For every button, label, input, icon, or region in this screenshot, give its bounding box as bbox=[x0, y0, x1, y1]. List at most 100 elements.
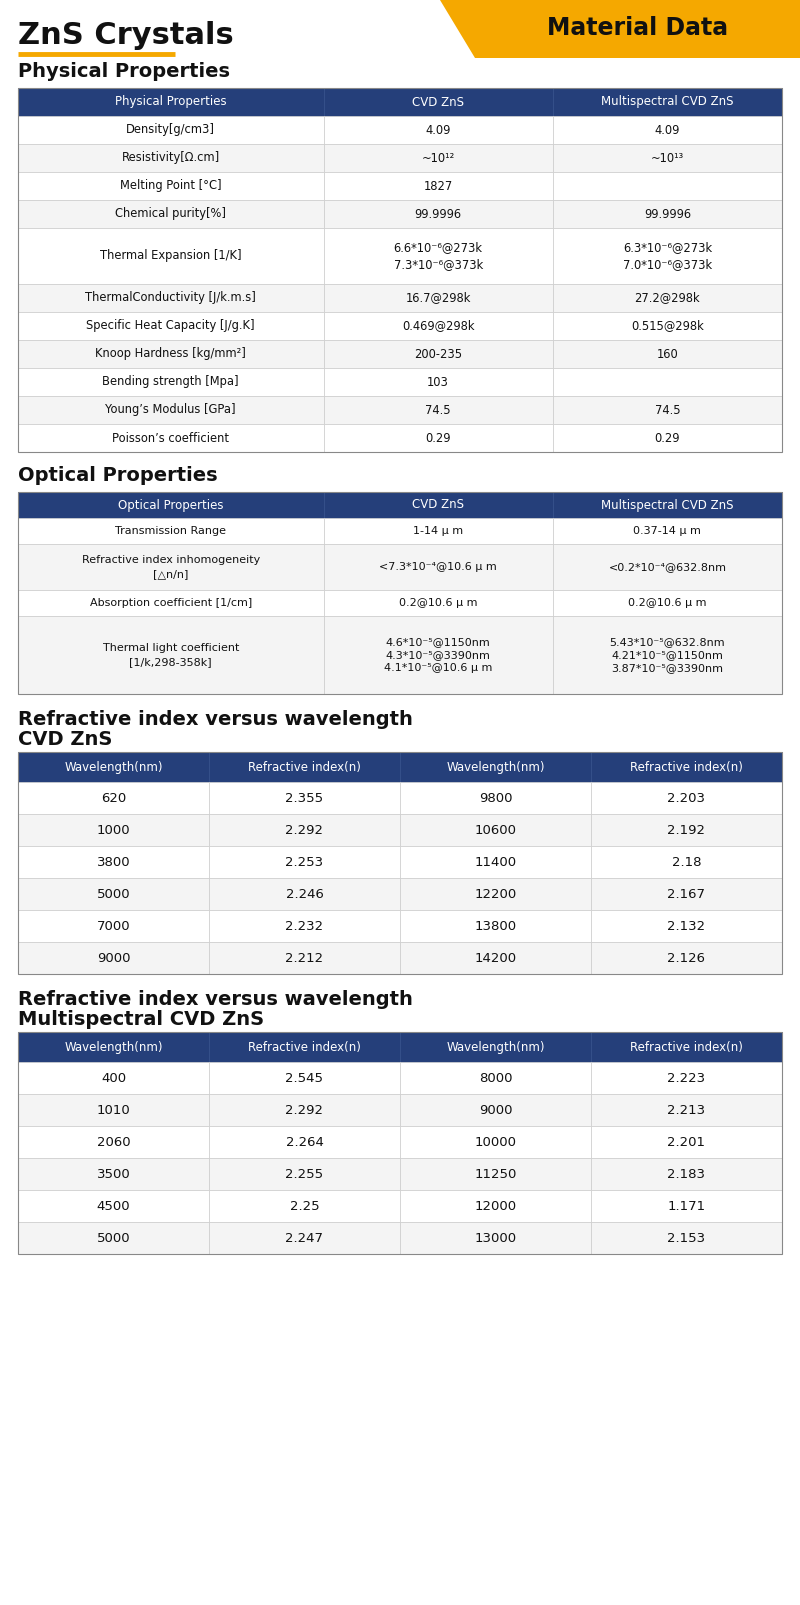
Bar bbox=[18, 753, 782, 974]
Text: Young’s Modulus [GPa]: Young’s Modulus [GPa] bbox=[106, 403, 236, 417]
Bar bbox=[18, 518, 323, 544]
Text: 7000: 7000 bbox=[97, 920, 130, 933]
Bar bbox=[209, 846, 400, 878]
Bar bbox=[323, 518, 553, 544]
Bar bbox=[591, 814, 782, 846]
Bar bbox=[591, 1095, 782, 1127]
Text: Refractive index(n): Refractive index(n) bbox=[248, 761, 361, 774]
Bar bbox=[400, 910, 591, 942]
Text: Wavelength(nm): Wavelength(nm) bbox=[446, 761, 545, 774]
Bar bbox=[18, 942, 209, 974]
Bar bbox=[400, 753, 591, 782]
Text: Refractive index(n): Refractive index(n) bbox=[248, 1040, 361, 1053]
Bar bbox=[553, 201, 782, 228]
Text: 74.5: 74.5 bbox=[654, 403, 680, 417]
Text: 2.223: 2.223 bbox=[667, 1072, 706, 1085]
Bar bbox=[323, 544, 553, 591]
Bar bbox=[400, 814, 591, 846]
Bar bbox=[591, 782, 782, 814]
Text: 2.232: 2.232 bbox=[286, 920, 323, 933]
Bar bbox=[400, 878, 591, 910]
Polygon shape bbox=[440, 0, 800, 58]
Text: 4.09: 4.09 bbox=[654, 124, 680, 136]
Bar bbox=[591, 1157, 782, 1189]
Text: 1827: 1827 bbox=[423, 180, 453, 193]
Text: 400: 400 bbox=[101, 1072, 126, 1085]
Bar bbox=[591, 1127, 782, 1157]
Bar bbox=[209, 910, 400, 942]
Bar bbox=[553, 518, 782, 544]
Text: 2.203: 2.203 bbox=[667, 791, 706, 804]
Text: <0.2*10⁻⁴@632.8nm: <0.2*10⁻⁴@632.8nm bbox=[608, 562, 726, 571]
Bar bbox=[591, 1032, 782, 1063]
Text: Optical Properties: Optical Properties bbox=[18, 465, 218, 485]
Text: 11250: 11250 bbox=[474, 1167, 517, 1181]
Bar bbox=[18, 201, 323, 228]
Text: 2.264: 2.264 bbox=[286, 1135, 323, 1149]
Bar bbox=[553, 616, 782, 693]
Text: 3500: 3500 bbox=[97, 1167, 130, 1181]
Bar bbox=[209, 1157, 400, 1189]
Text: ZnS Crystals: ZnS Crystals bbox=[18, 21, 234, 50]
Text: 0.2@10.6 μ m: 0.2@10.6 μ m bbox=[399, 599, 478, 608]
Text: Refractive index(n): Refractive index(n) bbox=[630, 1040, 743, 1053]
Text: 9800: 9800 bbox=[478, 791, 512, 804]
Text: 9000: 9000 bbox=[478, 1104, 512, 1117]
Text: 2.545: 2.545 bbox=[286, 1072, 323, 1085]
Text: 6.6*10⁻⁶@273k
7.3*10⁻⁶@373k: 6.6*10⁻⁶@273k 7.3*10⁻⁶@373k bbox=[394, 241, 483, 271]
Text: 0.29: 0.29 bbox=[654, 432, 680, 445]
Bar bbox=[591, 753, 782, 782]
Text: Absorption coefficient [1/cm]: Absorption coefficient [1/cm] bbox=[90, 599, 252, 608]
Text: CVD ZnS: CVD ZnS bbox=[412, 499, 464, 512]
Bar bbox=[18, 144, 323, 172]
Text: Knoop Hardness [kg/mm²]: Knoop Hardness [kg/mm²] bbox=[95, 348, 246, 361]
Text: 5.43*10⁻⁵@632.8nm
4.21*10⁻⁵@1150nm
3.87*10⁻⁵@3390nm: 5.43*10⁻⁵@632.8nm 4.21*10⁻⁵@1150nm 3.87*… bbox=[610, 637, 726, 672]
Bar bbox=[553, 368, 782, 396]
Text: 103: 103 bbox=[427, 376, 449, 388]
Text: ~10¹²: ~10¹² bbox=[422, 151, 455, 164]
Text: Physical Properties: Physical Properties bbox=[18, 63, 230, 80]
Text: 2.253: 2.253 bbox=[286, 855, 323, 868]
Bar bbox=[209, 753, 400, 782]
Bar bbox=[323, 616, 553, 693]
Bar bbox=[323, 144, 553, 172]
Bar bbox=[591, 910, 782, 942]
Bar bbox=[553, 144, 782, 172]
Bar bbox=[18, 1032, 782, 1254]
Text: 2.247: 2.247 bbox=[286, 1231, 323, 1244]
Bar bbox=[209, 1127, 400, 1157]
Bar bbox=[553, 284, 782, 311]
Bar bbox=[323, 88, 553, 116]
Text: 8000: 8000 bbox=[478, 1072, 512, 1085]
Text: 11400: 11400 bbox=[474, 855, 517, 868]
Bar bbox=[323, 201, 553, 228]
Text: 0.2@10.6 μ m: 0.2@10.6 μ m bbox=[628, 599, 706, 608]
Text: 0.37-14 μ m: 0.37-14 μ m bbox=[634, 526, 702, 536]
Bar bbox=[18, 1032, 209, 1063]
Bar bbox=[18, 910, 209, 942]
Bar bbox=[400, 846, 591, 878]
Text: Specific Heat Capacity [J/g.K]: Specific Heat Capacity [J/g.K] bbox=[86, 319, 255, 332]
Text: Resistivity[Ω.cm]: Resistivity[Ω.cm] bbox=[122, 151, 220, 164]
Bar bbox=[209, 1032, 400, 1063]
Text: 1000: 1000 bbox=[97, 823, 130, 836]
Bar bbox=[18, 591, 323, 616]
Text: 2.18: 2.18 bbox=[672, 855, 702, 868]
Text: Refractive index inhomogeneity
[△n/n]: Refractive index inhomogeneity [△n/n] bbox=[82, 555, 260, 578]
Bar bbox=[553, 116, 782, 144]
Bar bbox=[553, 311, 782, 340]
Bar bbox=[553, 424, 782, 453]
Text: 27.2@298k: 27.2@298k bbox=[634, 292, 700, 305]
Text: 0.469@298k: 0.469@298k bbox=[402, 319, 474, 332]
Bar bbox=[209, 1221, 400, 1254]
Text: 16.7@298k: 16.7@298k bbox=[406, 292, 471, 305]
Text: Melting Point [°C]: Melting Point [°C] bbox=[120, 180, 222, 193]
Text: 160: 160 bbox=[657, 348, 678, 361]
Bar bbox=[553, 591, 782, 616]
Text: Density[g/cm3]: Density[g/cm3] bbox=[126, 124, 215, 136]
Bar bbox=[591, 942, 782, 974]
Text: 4.09: 4.09 bbox=[426, 124, 451, 136]
Text: ThermalConductivity [J/k.m.s]: ThermalConductivity [J/k.m.s] bbox=[86, 292, 256, 305]
Bar bbox=[323, 284, 553, 311]
Text: 99.9996: 99.9996 bbox=[644, 207, 691, 220]
